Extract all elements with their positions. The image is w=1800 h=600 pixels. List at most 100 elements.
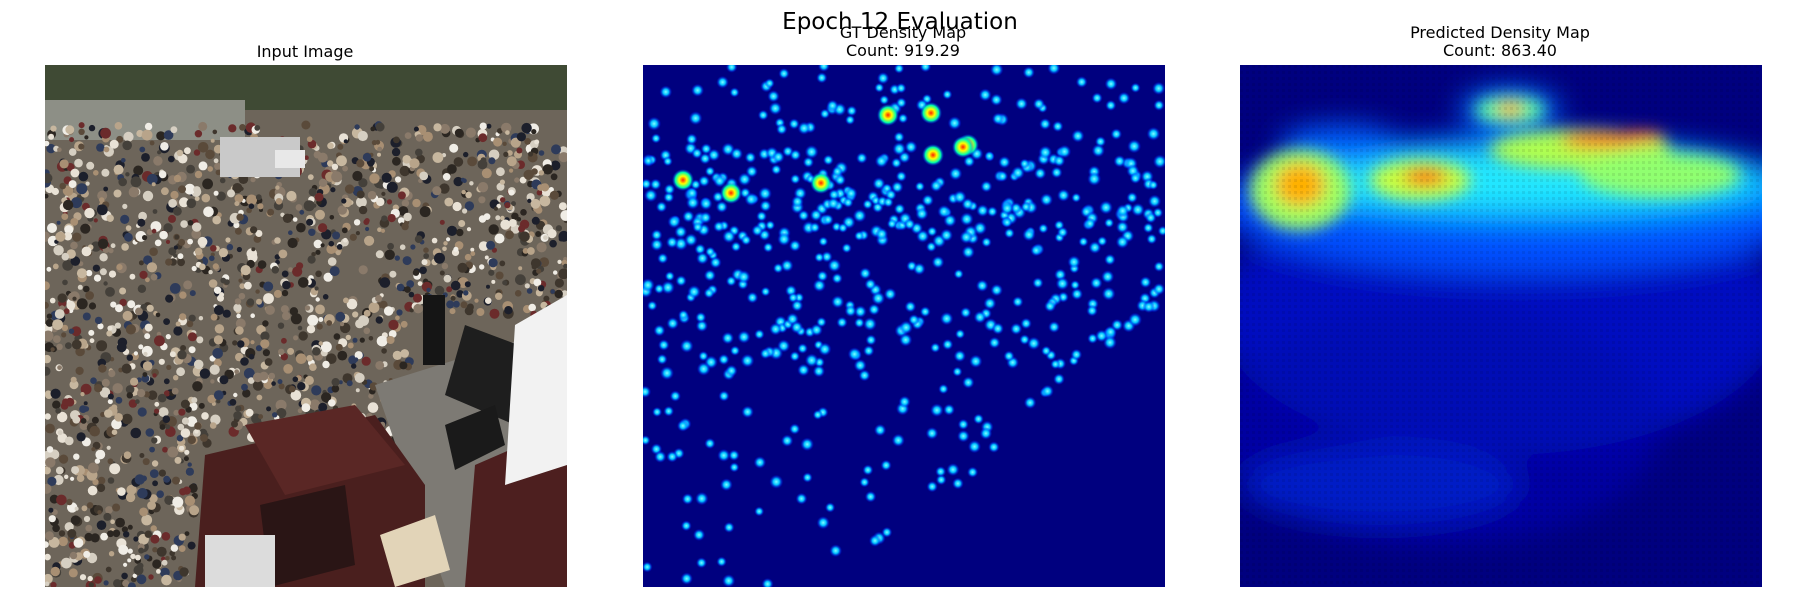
crowd-texture	[61, 557, 72, 569]
density-dot	[730, 241, 742, 252]
crowd-texture	[500, 215, 505, 221]
crowd-texture	[110, 243, 116, 249]
crowd-texture	[142, 190, 154, 202]
crowd-texture	[268, 372, 276, 380]
density-dot	[696, 251, 709, 265]
crowd-texture	[103, 512, 112, 521]
density-dot	[880, 459, 892, 471]
crowd-texture	[99, 387, 111, 398]
crowd-texture	[500, 197, 506, 203]
density-dot	[1131, 202, 1145, 217]
crowd-texture	[216, 399, 221, 404]
density-dot	[699, 211, 712, 224]
crowd-texture	[165, 334, 171, 340]
crowd-texture	[244, 281, 252, 290]
crowd-texture	[86, 161, 95, 170]
crowd-texture	[85, 291, 94, 300]
crowd-texture	[313, 239, 323, 249]
crowd-texture	[478, 241, 489, 252]
density-dot	[822, 213, 834, 226]
density-dot	[776, 123, 788, 135]
density-dot	[695, 311, 707, 323]
crowd-texture	[328, 240, 335, 247]
crowd-texture	[235, 318, 246, 329]
crowd-texture	[71, 197, 82, 209]
crowd-texture	[232, 183, 243, 194]
crowd-texture	[506, 156, 517, 167]
density-dot	[1055, 276, 1070, 291]
crowd-texture	[432, 152, 444, 163]
crowd-texture	[491, 279, 496, 284]
crowd-texture	[70, 376, 77, 383]
crowd-texture	[486, 123, 492, 129]
crowd-texture	[84, 135, 89, 140]
density-dot	[831, 295, 845, 309]
density-dot	[818, 342, 832, 356]
crowd-texture	[207, 166, 213, 172]
crowd-texture	[464, 201, 475, 211]
density-dot	[895, 97, 907, 109]
density-dot	[1148, 180, 1159, 190]
crowd-texture	[208, 269, 213, 275]
crowd-texture	[281, 270, 289, 278]
density-dot	[667, 215, 681, 229]
crowd-texture	[219, 375, 229, 385]
crowd-texture	[518, 266, 523, 271]
density-hotspot	[877, 104, 899, 126]
density-dot	[863, 345, 875, 357]
density-dot	[657, 252, 669, 264]
crowd-texture	[558, 152, 567, 163]
crowd-texture	[287, 237, 298, 249]
crowd-texture	[357, 130, 368, 142]
density-dot	[764, 78, 775, 89]
crowd-texture	[162, 446, 168, 453]
crowd-texture	[246, 194, 257, 206]
density-dot	[837, 222, 848, 233]
crowd-texture	[123, 531, 130, 538]
crowd-texture	[105, 287, 115, 297]
density-dot	[797, 209, 810, 222]
crowd-texture	[45, 301, 49, 309]
density-dot	[892, 142, 907, 156]
crowd-texture	[194, 422, 202, 430]
crowd-texture	[121, 572, 128, 580]
crowd-texture	[347, 342, 354, 349]
crowd-texture	[496, 203, 502, 209]
crowd-texture	[364, 218, 370, 224]
crowd-texture	[524, 138, 532, 145]
crowd-texture	[321, 392, 332, 403]
density-dot	[800, 437, 814, 452]
crowd-texture	[343, 297, 349, 304]
crowd-texture	[158, 469, 166, 477]
crowd-texture	[369, 166, 375, 172]
crowd-texture	[187, 332, 197, 342]
crowd-texture	[485, 297, 492, 304]
pred-density-title-text: Predicted Density Map	[1410, 23, 1590, 42]
crowd-texture	[250, 340, 255, 345]
crowd-texture	[415, 148, 423, 157]
crowd-texture	[113, 579, 122, 587]
crowd-texture	[161, 559, 168, 566]
crowd-texture	[62, 279, 68, 286]
crowd-texture	[50, 125, 57, 132]
crowd-texture	[85, 181, 90, 186]
crowd-texture	[212, 129, 218, 135]
crowd-texture	[454, 128, 464, 138]
density-dot	[879, 94, 890, 105]
density-dot	[899, 333, 913, 347]
crowd-texture	[499, 179, 505, 185]
crowd-texture	[172, 496, 184, 508]
density-dot	[1032, 277, 1044, 289]
crowd-texture	[84, 532, 93, 542]
crowd-texture	[139, 270, 148, 279]
crowd-texture	[88, 329, 95, 336]
density-dot	[1039, 118, 1052, 130]
crowd-texture	[558, 202, 567, 211]
crowd-texture	[137, 284, 147, 293]
density-dot	[1117, 91, 1131, 105]
crowd-texture	[539, 195, 551, 207]
density-dot	[1050, 359, 1061, 370]
crowd-texture	[83, 285, 90, 293]
crowd-texture	[503, 151, 509, 157]
density-dot	[740, 234, 752, 246]
